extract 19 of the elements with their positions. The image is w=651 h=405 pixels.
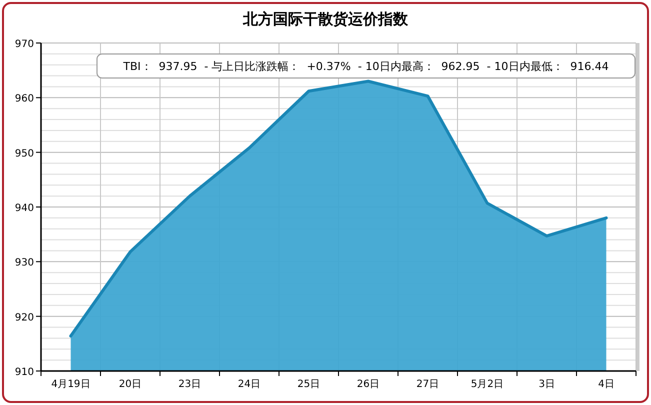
y-tick-label: 910 xyxy=(14,367,34,378)
x-tick-label: 25日 xyxy=(297,379,320,390)
y-tick-label: 930 xyxy=(14,258,34,269)
annotation: TBI： 937.95 - 与上日比涨跌幅： +0.37% - 10日内最高： 962.95 - 10日内最低： 916.44 xyxy=(122,60,609,73)
y-tick-label: 960 xyxy=(14,94,34,105)
y-tick-label: 950 xyxy=(14,148,34,160)
x-tick-label: 26日 xyxy=(356,379,380,390)
chart-title: 北方国际干散货运价指数 xyxy=(242,10,409,28)
x-tick-label: 4月19日 xyxy=(51,379,90,390)
x-tick-label: 24日 xyxy=(238,379,261,390)
x-tick-label: 23日 xyxy=(178,379,202,390)
x-tick-label: 4日 xyxy=(598,379,614,390)
y-tick-label: 920 xyxy=(14,312,34,324)
x-tick-label: 5月2日 xyxy=(470,379,504,390)
x-tick-label: 20日 xyxy=(118,379,142,390)
x-tick-label: 3日 xyxy=(538,379,555,390)
x-tick-label: 27日 xyxy=(416,379,440,390)
y-tick-label: 970 xyxy=(14,39,34,50)
y-tick-label: 940 xyxy=(14,203,34,214)
